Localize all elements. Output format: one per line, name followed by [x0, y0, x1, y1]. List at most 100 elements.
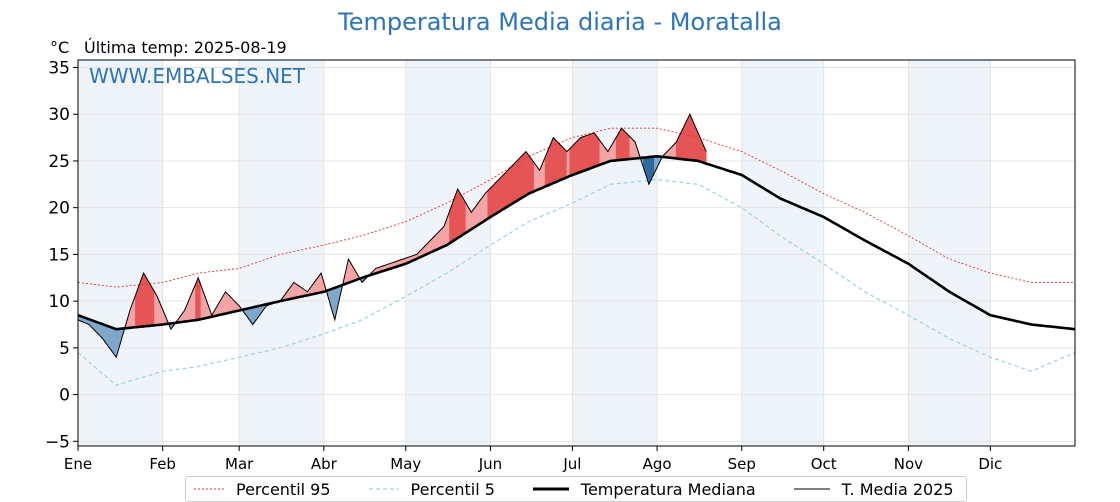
anomaly-fill-above: [501, 173, 505, 211]
anomaly-fill-above: [531, 158, 535, 193]
anomaly-fill-above: [514, 159, 519, 203]
anomaly-fill-below: [113, 327, 117, 358]
x-axis: Ene Feb Mar Abr May Jun Jul Ago Sep Oct Nov Dic: [64, 446, 1002, 473]
anomaly-fill-above: [689, 114, 693, 161]
legend-label-p95: Percentil 95: [236, 479, 331, 499]
series-line-2025: [77, 113, 707, 359]
anomaly-fill-above: [563, 148, 568, 179]
plot-frame: [77, 59, 1076, 447]
x-tick-label: Jun: [478, 455, 502, 473]
anomaly-fill-above: [482, 192, 486, 223]
legend: Percentil 95 Percentil 5 Temperatura Med…: [185, 476, 967, 502]
x-tick-label: Mar: [225, 455, 254, 473]
anomaly-fill-above: [594, 132, 598, 168]
anomaly-fill-above: [441, 225, 445, 248]
month-band: [239, 60, 324, 446]
anomaly-fill-above: [479, 196, 483, 225]
x-tick-label: Ago: [643, 455, 672, 473]
x-tick-label: Jul: [562, 455, 581, 473]
last-temp-label: Última temp: 2025-08-19: [84, 38, 287, 57]
anomaly-fill-above: [588, 133, 592, 170]
y-tick-label: 35: [48, 58, 70, 78]
anomaly-fill-above: [512, 162, 516, 205]
y-tick-label: 25: [48, 152, 70, 172]
month-band: [908, 60, 991, 446]
y-axis: −5 0 5 10 15 20 25 30 35: [45, 58, 78, 452]
anomaly-fill-above: [517, 156, 521, 201]
anomaly-fill-above: [143, 272, 147, 327]
anomaly-fill-above: [596, 135, 600, 167]
anomaly-fill-above: [140, 273, 144, 327]
anomaly-fill-above: [580, 136, 584, 173]
legend-swatch-median: [532, 487, 569, 491]
anomaly-fill-above: [555, 139, 559, 183]
anomaly-fill-above: [503, 170, 508, 210]
anomaly-fill-above: [146, 276, 150, 327]
anomaly-fill-above: [686, 114, 691, 161]
watermark: WWW.EMBALSES.NET: [89, 64, 306, 88]
legend-label-p5: Percentil 5: [410, 479, 495, 499]
anomaly-fill-above: [558, 142, 562, 182]
legend-item-median: Temperatura Mediana: [525, 480, 756, 499]
anomaly-fill-above: [561, 145, 565, 181]
anomaly-fill-above: [151, 286, 155, 326]
x-tick-label: Ene: [64, 455, 92, 473]
series-lines: [77, 113, 1076, 386]
legend-swatch-2025: [793, 488, 830, 490]
x-tick-label: Oct: [811, 455, 837, 473]
anomaly-fill-above: [148, 281, 153, 327]
y-tick-label: 20: [48, 199, 70, 219]
y-tick-label: 5: [59, 339, 70, 359]
x-tick-label: Dic: [978, 455, 1002, 473]
anomaly-fill-above: [572, 142, 576, 176]
anomaly-fill-above: [585, 134, 590, 171]
legend-swatch-p95: [194, 488, 224, 490]
legend-label-2025: T. Media 2025: [841, 479, 954, 499]
anomaly-fill-above: [495, 179, 499, 215]
month-band: [572, 60, 658, 446]
anomaly-fill-above: [533, 162, 538, 192]
anomaly-fill-above: [487, 187, 491, 220]
anomaly-fill-above: [591, 132, 595, 169]
y-tick-label: 15: [48, 245, 70, 265]
series-line-p5: [77, 178, 1076, 386]
anomaly-fill-above: [626, 133, 631, 160]
anomaly-fill-above: [498, 176, 502, 213]
legend-label-median: Temperatura Mediana: [580, 479, 756, 499]
y-unit-label: °C: [50, 38, 70, 57]
anomaly-fill-above: [569, 145, 573, 177]
anomaly-fill-above: [490, 184, 494, 218]
anomaly-fill-above: [484, 190, 488, 221]
anomaly-fill-above: [583, 135, 587, 172]
legend-item-p5: Percentil 5: [361, 480, 495, 499]
x-tick-label: Sep: [728, 455, 756, 473]
chart-title: Temperatura Media diaria - Moratalla: [338, 8, 782, 36]
month-bands: [78, 60, 991, 446]
x-tick-label: Nov: [894, 455, 923, 473]
series-line-p95: [77, 127, 1075, 288]
legend-item-p95: Percentil 95: [186, 480, 331, 499]
series-line-median: [77, 154, 1076, 331]
y-tick-label: 30: [48, 105, 70, 125]
anomaly-fill-above: [621, 127, 625, 161]
anomaly-fill-above: [462, 197, 467, 235]
y-tick-label: 10: [48, 292, 70, 312]
y-tick-label: 0: [59, 386, 70, 406]
month-band: [741, 60, 824, 446]
anomaly-fill-above: [506, 167, 510, 208]
anomaly-fill-above: [293, 281, 297, 299]
legend-item-2025: T. Media 2025: [786, 480, 954, 499]
anomaly-fill-above: [624, 130, 628, 160]
x-tick-label: Abr: [311, 455, 338, 473]
grid-lines: [77, 60, 1075, 446]
anomaly-fill-above: [629, 136, 633, 160]
x-tick-label: Feb: [149, 455, 176, 473]
y-tick-label: −5: [45, 432, 70, 452]
anomaly-fill-above: [520, 153, 524, 200]
legend-swatch-p5: [368, 488, 399, 490]
anomaly-fill-above: [684, 119, 688, 160]
anomaly-fill-above: [460, 192, 464, 237]
month-band: [78, 60, 163, 446]
anomaly-fill-above: [225, 291, 229, 314]
